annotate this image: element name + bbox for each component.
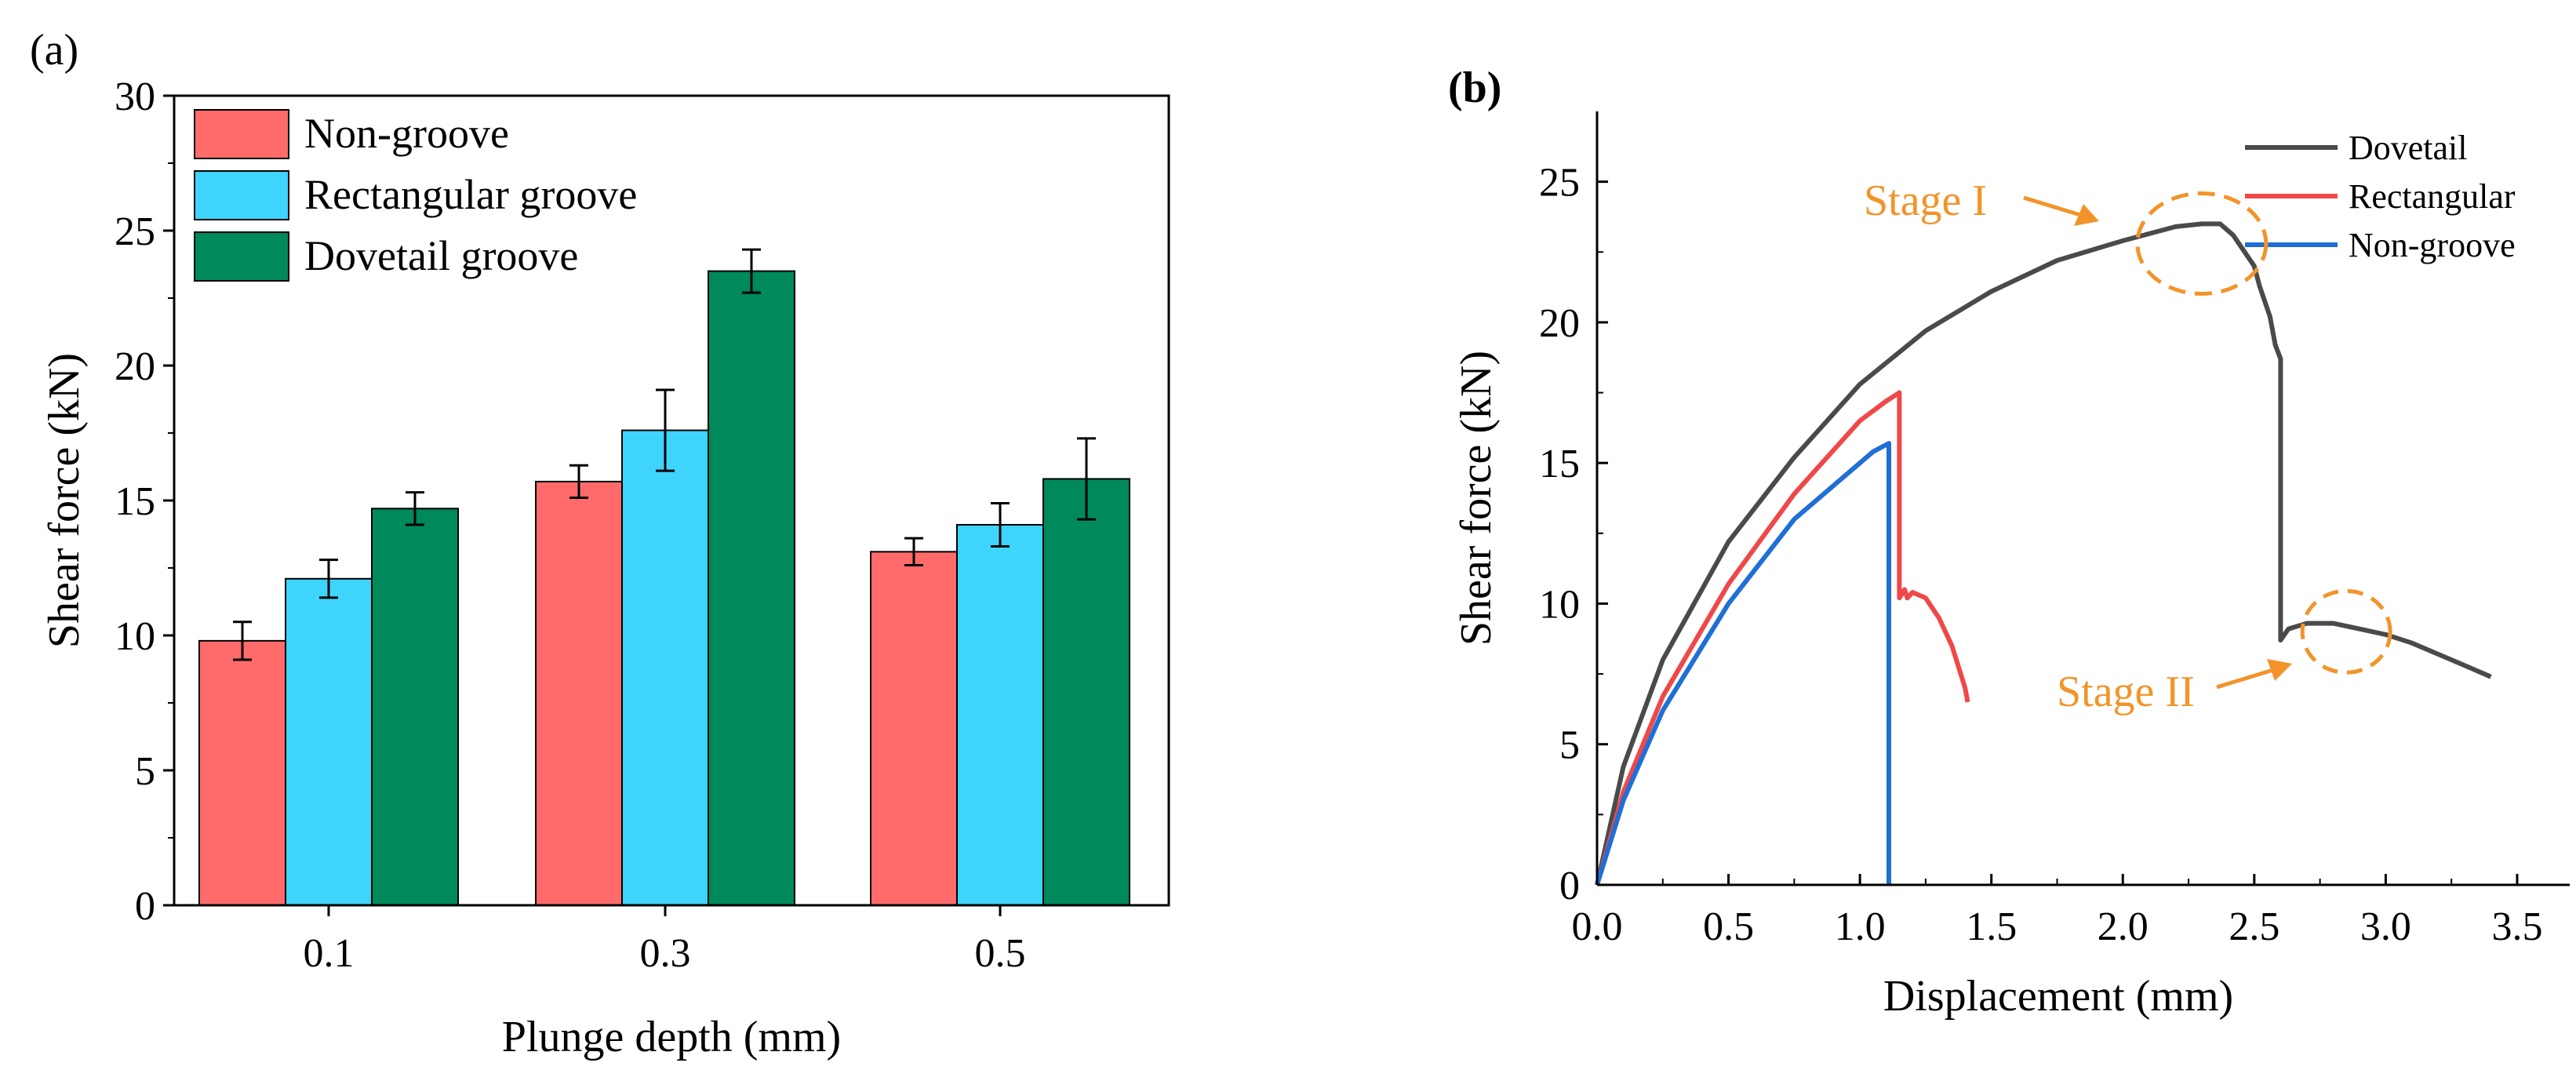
legend-label-b-2: Non-groove [2349, 226, 2516, 264]
legend-swatch-a-1 [194, 170, 289, 220]
x-tick-label-b: 1.5 [1966, 904, 2017, 949]
stage-i-arrow [2023, 195, 2081, 217]
bar-1-1 [621, 429, 709, 906]
stage-i-arrowhead [2074, 204, 2099, 226]
stage-ii-ellipse [2300, 588, 2392, 675]
x-tick-label-b: 0.5 [1703, 904, 1754, 949]
y-tick-label-b: 0 [1559, 864, 1580, 908]
stage-i-label: Stage I [1864, 177, 1987, 225]
bar-0-2 [870, 551, 958, 906]
x-tick-label-b: 1.0 [1835, 904, 1886, 949]
legend-label-b-0: Dovetail [2349, 129, 2468, 167]
x-axis-title-a: Plunge depth (mm) [502, 1013, 841, 1061]
x-tick-label-b: 3.0 [2360, 904, 2411, 949]
y-tick-label-b: 10 [1539, 582, 1580, 627]
y-tick-label-b: 20 [1539, 301, 1580, 346]
series-line-dovetail [1595, 221, 2492, 886]
legend-label-a-0: Non-groove [304, 110, 509, 157]
legend-a: Non-groove Rectangular groove Dovetail gro… [194, 109, 637, 282]
panel-label-a: (a) [30, 26, 78, 75]
y-tick-label-b: 5 [1559, 723, 1580, 768]
panel-label-b: (b) [1448, 64, 1501, 112]
legend-swatch-a-0 [194, 109, 289, 159]
stage-ii-arrowhead [2267, 659, 2292, 681]
y-axis-title-a: Shear force (kN) [40, 353, 89, 648]
x-tick-label-a: 0.3 [640, 931, 691, 976]
legend-label-a-2: Dovetail groove [304, 232, 578, 279]
x-tick-label-b: 2.5 [2229, 904, 2279, 949]
x-tick-label-a: 0.1 [304, 931, 355, 976]
bar-0-1 [535, 480, 623, 906]
y-tick-label-a: 5 [135, 749, 155, 794]
y-tick-label-a: 25 [115, 209, 155, 254]
y-tick-label-a: 30 [115, 75, 155, 119]
stage-ii-label: Stage II [2057, 668, 2195, 716]
bar-2-2 [1042, 478, 1130, 906]
legend-label-a-1: Rectangular groove [304, 171, 637, 218]
bar-2-1 [708, 270, 795, 907]
x-tick-label-b: 2.0 [2098, 904, 2148, 949]
x-axis-title-b: Displacement (mm) [1883, 972, 2233, 1021]
y-tick-label-a: 20 [115, 344, 155, 389]
x-tick-label-b: 0.0 [1572, 904, 1623, 949]
y-tick-label-b: 15 [1539, 442, 1580, 486]
x-tick-label-b: 3.5 [2491, 904, 2542, 949]
series-line-non-groove [1595, 441, 1891, 886]
y-axis-title-b: Shear force (kN) [1452, 351, 1501, 646]
legend-swatch-a-2 [194, 231, 289, 282]
y-tick-label-a: 10 [115, 614, 155, 659]
bar-chart-panel: (a) 0 5 10 15 20 25 30 0.1 0.3 0.5 Shear force (… [30, 26, 1170, 1061]
legend-label-b-1: Rectangular [2349, 177, 2516, 216]
stage-annotations: Stage I Stage II [1864, 177, 2392, 716]
legend-b: Dovetail Rectangular Non-groove [2245, 129, 2516, 264]
stage-i-ellipse [2135, 191, 2269, 297]
y-tick-label-a: 0 [135, 884, 155, 929]
bar-2-0 [371, 508, 459, 906]
y-tick-label-b: 25 [1539, 161, 1580, 206]
x-tick-label-a: 0.5 [975, 931, 1026, 976]
bar-1-0 [285, 577, 373, 906]
stage-ii-arrow [2216, 668, 2274, 690]
y-tick-label-a: 15 [115, 479, 155, 524]
bar-0-0 [198, 639, 286, 906]
series-line-rectangular [1595, 390, 1970, 886]
bar-1-2 [956, 523, 1044, 907]
